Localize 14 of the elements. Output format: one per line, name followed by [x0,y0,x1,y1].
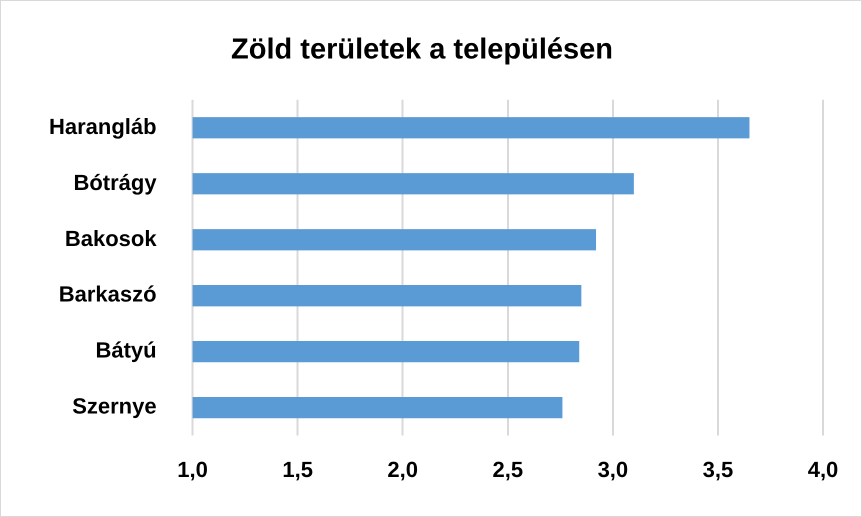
y-tick-label: Bótrágy [73,170,158,195]
chart-title: Zöld területek a településen [231,33,613,66]
y-tick-label: Barkaszó [58,282,157,307]
x-tick-label: 2,0 [387,456,418,482]
x-tick-label: 2,5 [492,456,524,482]
y-tick-label: Szernye [72,394,157,419]
y-tick-label: Bakosok [64,226,158,251]
y-tick-label: Bátyú [95,338,157,363]
x-tick-label: 1,0 [177,456,208,482]
y-tick-label: Harangláb [48,114,157,139]
x-tick-label: 3,5 [702,456,734,482]
x-tick-label: 4,0 [808,456,838,482]
x-tick-label: 1,5 [282,456,313,482]
x-tick-label: 3,0 [598,456,628,482]
